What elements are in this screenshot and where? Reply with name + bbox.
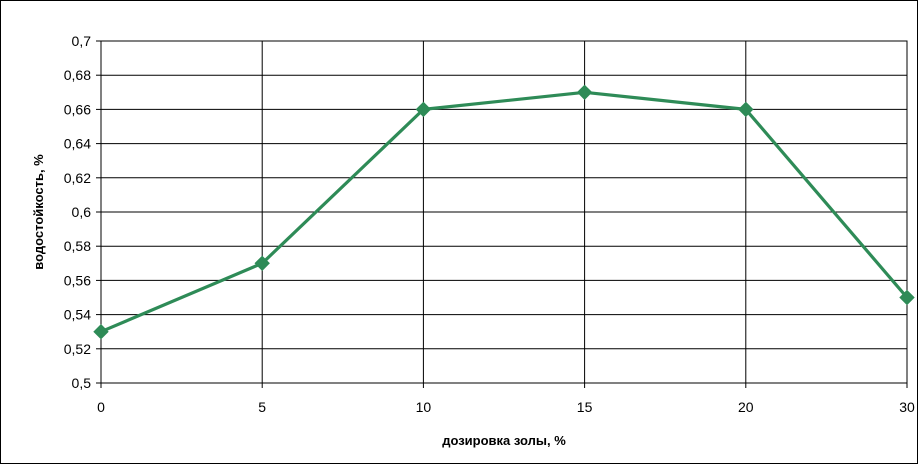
y-tick-label: 0,5	[72, 375, 92, 391]
x-tick-label: 30	[899, 399, 915, 415]
x-tick-label: 5	[258, 399, 266, 415]
x-tick-labels: 0 5 10 15 20 30	[97, 399, 915, 415]
data-point-marker	[254, 255, 270, 272]
y-tick-label: 0,66	[64, 101, 91, 117]
grid-lines	[100, 40, 908, 384]
y-tick-label: 0,64	[64, 136, 91, 152]
data-point-marker	[415, 101, 432, 118]
x-tick-label: 20	[738, 399, 754, 415]
y-tick-label: 0,58	[64, 238, 91, 254]
data-point-marker	[93, 323, 109, 340]
y-tick-label: 0,7	[72, 33, 92, 49]
x-tick-label: 10	[416, 399, 432, 415]
x-axis-title: дозировка золы, %	[442, 433, 566, 448]
data-point-marker	[576, 84, 593, 101]
y-tick-labels: 0,5 0,52 0,54 0,56 0,58 0,6 0,62 0,64 0,66 0,68 0,…	[64, 33, 91, 391]
y-tick-label: 0,68	[64, 67, 91, 83]
y-tick-label: 0,6	[72, 204, 92, 220]
data-point-marker	[899, 289, 915, 306]
axes	[96, 40, 908, 388]
plot-border	[100, 40, 908, 384]
series-line	[100, 90, 909, 334]
y-axis-title: водостойкость, %	[31, 154, 46, 270]
y-tick-label: 0,52	[64, 341, 91, 357]
y-tick-label: 0,54	[64, 307, 91, 323]
x-tick-label: 0	[97, 399, 105, 415]
data-point-marker	[738, 101, 754, 118]
y-tick-label: 0,62	[64, 170, 91, 186]
data-markers	[93, 84, 915, 340]
series-line-group	[100, 90, 909, 334]
y-tick-label: 0,56	[64, 272, 91, 288]
x-tick-label: 15	[577, 399, 593, 415]
